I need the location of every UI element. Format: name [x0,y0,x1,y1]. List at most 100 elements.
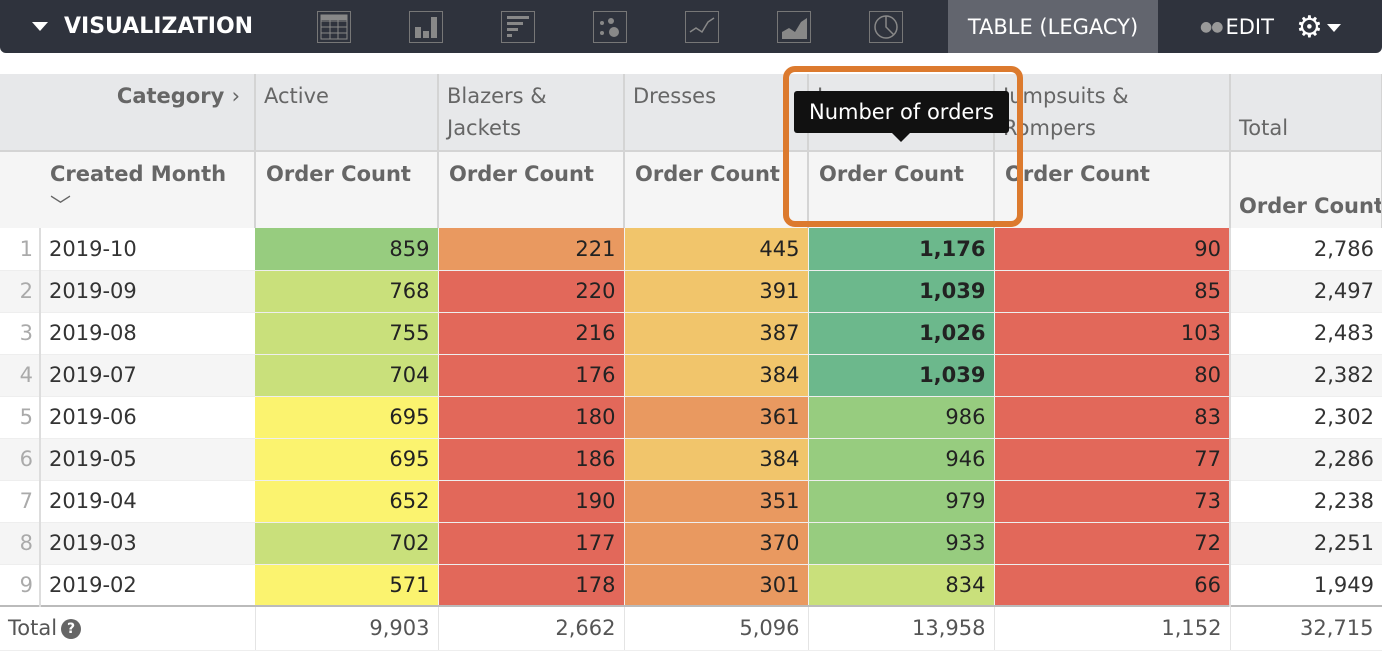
order-count-cell[interactable]: 652 [255,480,439,523]
table-row: 4 2019-07 704 176 384 1,039 80 2,382 [0,354,1382,397]
order-count-cell[interactable]: 186 [438,438,625,481]
total-cell: 13,958 [808,605,995,651]
measure-header[interactable]: Order Count [808,150,995,228]
order-count-cell[interactable]: 387 [624,312,809,355]
category-header[interactable]: Jumpsuits & Rompers [994,74,1231,151]
total-cell: 2,662 [438,605,625,651]
month-cell[interactable]: 2019-05 [40,438,255,481]
created-month-label: Created Month [50,162,227,186]
tab-table-legacy[interactable]: TABLE (LEGACY) [948,0,1158,53]
order-count-cell[interactable]: 66 [994,564,1231,607]
pie-chart-icon[interactable] [869,10,903,43]
row-total-cell: 2,238 [1229,480,1382,523]
measure-header[interactable]: Order Count [255,150,439,228]
visualization-toolbar: VISUALIZATION 6 [0,0,1382,53]
order-count-cell[interactable]: 695 [255,396,439,439]
total-header: Total [1230,74,1382,151]
scatter-icon[interactable] [593,10,627,43]
category-header[interactable]: Blazers & Jackets [438,74,625,151]
order-count-cell[interactable]: 80 [994,354,1231,397]
order-count-cell[interactable]: 220 [438,270,625,313]
table-row: 8 2019-03 702 177 370 933 72 2,251 [0,522,1382,565]
order-count-cell[interactable]: 361 [624,396,809,439]
order-count-cell[interactable]: 216 [438,312,625,355]
order-count-cell[interactable]: 190 [438,480,625,523]
order-count-cell[interactable]: 702 [255,522,439,565]
total-measure-header[interactable]: Order Count [1230,150,1382,228]
table-row: 2 2019-09 768 220 391 1,039 85 2,497 [0,270,1382,313]
order-count-cell[interactable]: 351 [624,480,809,523]
totals-label-cell: Total? [0,605,256,651]
settings-button[interactable]: ⚙ [1296,10,1341,45]
area-chart-icon[interactable] [777,10,811,43]
order-count-cell[interactable]: 77 [994,438,1231,481]
order-count-cell[interactable]: 83 [994,396,1231,439]
caret-down-icon [32,22,48,31]
row-number: 5 [0,396,41,439]
order-count-cell[interactable]: 1,176 [808,228,995,271]
month-cell[interactable]: 2019-08 [40,312,255,355]
total-cell: 5,096 [624,605,809,651]
order-count-cell[interactable]: 1,026 [808,312,995,355]
order-count-cell[interactable]: 946 [808,438,995,481]
row-total-cell: 2,251 [1229,522,1382,565]
month-cell[interactable]: 2019-04 [40,480,255,523]
created-month-header[interactable]: Created Month ﹀ [40,150,256,228]
measure-header[interactable]: Order Count [994,150,1231,228]
edit-button[interactable]: ●● EDIT [1200,0,1274,53]
row-total-cell: 2,382 [1229,354,1382,397]
row-total-cell: 2,286 [1229,438,1382,481]
order-count-cell[interactable]: 370 [624,522,809,565]
order-count-cell[interactable]: 979 [808,480,995,523]
order-count-cell[interactable]: 384 [624,354,809,397]
month-cell[interactable]: 2019-09 [40,270,255,313]
order-count-cell[interactable]: 755 [255,312,439,355]
order-count-cell[interactable]: 103 [994,312,1231,355]
order-count-cell[interactable]: 384 [624,438,809,481]
month-cell[interactable]: 2019-06 [40,396,255,439]
order-count-cell[interactable]: 85 [994,270,1231,313]
row-number: 2 [0,270,41,313]
order-count-cell[interactable]: 1,039 [808,354,995,397]
measure-header[interactable]: Order Count [624,150,809,228]
order-count-cell[interactable]: 72 [994,522,1231,565]
drag-dots-icon: ●● [1200,18,1223,35]
chevron-right-icon: › [231,84,240,108]
line-chart-icon[interactable] [685,10,719,43]
order-count-cell[interactable]: 859 [255,228,439,271]
month-cell[interactable]: 2019-02 [40,564,255,607]
order-count-cell[interactable]: 695 [255,438,439,481]
help-icon[interactable]: ? [61,619,82,640]
order-count-cell[interactable]: 768 [255,270,439,313]
order-count-cell[interactable]: 704 [255,354,439,397]
order-count-cell[interactable]: 178 [438,564,625,607]
order-count-cell[interactable]: 180 [438,396,625,439]
order-count-cell[interactable]: 391 [624,270,809,313]
pivot-header[interactable]: Category › [0,74,256,151]
bar-chart-icon[interactable] [501,10,535,43]
month-cell[interactable]: 2019-07 [40,354,255,397]
row-total-cell: 2,302 [1229,396,1382,439]
order-count-cell[interactable]: 986 [808,396,995,439]
order-count-cell[interactable]: 834 [808,564,995,607]
order-count-cell[interactable]: 445 [624,228,809,271]
visualization-toggle[interactable]: VISUALIZATION [32,14,317,39]
order-count-cell[interactable]: 301 [624,564,809,607]
order-count-cell[interactable]: 176 [438,354,625,397]
category-header[interactable]: Active [255,74,439,151]
order-count-cell[interactable]: 177 [438,522,625,565]
month-cell[interactable]: 2019-10 [40,228,255,271]
order-count-cell[interactable]: 1,039 [808,270,995,313]
category-header[interactable]: Dresses [624,74,809,151]
table-icon[interactable] [317,10,351,43]
order-count-cell[interactable]: 933 [808,522,995,565]
month-cell[interactable]: 2019-03 [40,522,255,565]
order-count-cell[interactable]: 73 [994,480,1231,523]
column-chart-icon[interactable] [409,10,443,43]
order-count-cell[interactable]: 571 [255,564,439,607]
row-number: 3 [0,312,41,355]
order-count-cell[interactable]: 221 [438,228,625,271]
totals-label: Total [8,616,58,641]
order-count-cell[interactable]: 90 [994,228,1231,271]
measure-header[interactable]: Order Count [438,150,625,228]
